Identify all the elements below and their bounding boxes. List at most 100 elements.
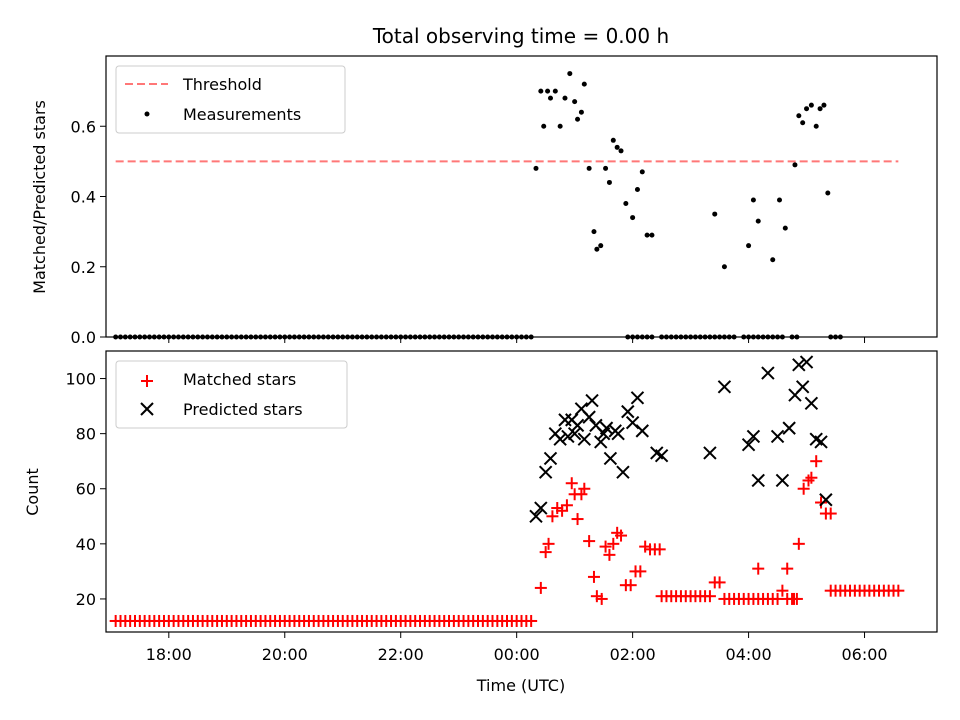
measurement-point xyxy=(538,88,544,94)
measurement-point xyxy=(403,334,409,340)
measurement-point xyxy=(369,334,375,340)
measurement-point xyxy=(349,334,355,340)
measurement-point xyxy=(456,334,462,340)
measurement-point xyxy=(461,334,467,340)
measurement-point xyxy=(817,106,823,112)
measurement-point xyxy=(557,123,563,129)
measurement-point xyxy=(480,334,486,340)
y-tick-label: 80 xyxy=(76,425,96,444)
measurements-legend-label: Measurements xyxy=(183,105,301,124)
measurement-point xyxy=(578,109,584,115)
matched-star-point xyxy=(752,562,765,575)
predicted-star-point xyxy=(594,435,608,449)
predicted-legend-label: Predicted stars xyxy=(183,400,303,419)
predicted-star-point xyxy=(582,410,596,424)
matched-star-point xyxy=(583,535,596,548)
matched-star-point xyxy=(713,576,726,589)
matched-star-point xyxy=(776,584,789,597)
measurement-point xyxy=(446,334,452,340)
measurement-point xyxy=(354,334,360,340)
measurement-point xyxy=(741,334,747,340)
predicted-star-point xyxy=(746,429,761,444)
predicted-legend-marker xyxy=(140,402,154,416)
measurement-point xyxy=(614,144,620,150)
measurement-point xyxy=(567,71,573,77)
measurement-point xyxy=(618,148,624,154)
predicted-star-point xyxy=(567,426,582,441)
measurement-point xyxy=(789,334,795,340)
bottom-points-layer xyxy=(109,355,905,627)
measurement-point xyxy=(504,334,510,340)
measurement-point xyxy=(639,334,645,340)
measurement-point xyxy=(214,334,220,340)
measurement-point xyxy=(760,334,766,340)
measurement-point xyxy=(644,232,650,238)
measurement-point xyxy=(262,334,268,340)
measurement-point xyxy=(776,197,782,203)
measurement-point xyxy=(808,102,814,108)
measurement-point xyxy=(800,120,806,126)
measurement-point xyxy=(359,334,365,340)
measurement-point xyxy=(151,334,157,340)
predicted-star-point xyxy=(703,446,717,460)
measurement-point xyxy=(436,334,442,340)
x-tick-label: 02:00 xyxy=(610,645,656,664)
predicted-star-point xyxy=(616,465,630,479)
measurement-point xyxy=(804,106,810,112)
threshold-legend-label: Threshold xyxy=(182,75,262,94)
measurement-point xyxy=(721,334,727,340)
measurement-point xyxy=(117,334,123,340)
predicted-star-point xyxy=(782,421,796,435)
measurement-point xyxy=(821,102,827,108)
predicted-star-point xyxy=(570,418,585,433)
predicted-star-point xyxy=(577,432,592,446)
predicted-star-point xyxy=(819,493,833,507)
measurement-point xyxy=(127,334,133,340)
measurement-point xyxy=(320,334,326,340)
bottom-xticks: 18:00 20:00 22:00 00:00 02:00 04:00 06:00 xyxy=(146,632,888,664)
measurement-point xyxy=(190,334,196,340)
measurement-point xyxy=(731,334,737,340)
matched-legend-marker xyxy=(141,375,153,387)
measurement-point xyxy=(663,334,669,340)
measurement-point xyxy=(335,334,341,340)
measurement-point xyxy=(552,88,558,94)
predicted-star-point xyxy=(804,396,819,411)
x-tick-label: 04:00 xyxy=(726,645,772,664)
measurement-point xyxy=(659,334,665,340)
predicted-star-point xyxy=(770,429,785,444)
measurement-point xyxy=(623,201,629,207)
measurement-point xyxy=(726,334,732,340)
measurement-point xyxy=(219,334,225,340)
measurement-point xyxy=(702,334,708,340)
bottom-yticks: 20 40 60 80 100 xyxy=(65,370,106,609)
matched-star-point xyxy=(615,529,628,542)
predicted-star-point xyxy=(543,451,558,466)
top-y-axis-label: Matched/Predicted stars xyxy=(30,100,49,294)
measurement-point xyxy=(287,334,293,340)
measurement-point xyxy=(233,334,239,340)
measurement-point xyxy=(146,334,152,340)
predicted-star-point xyxy=(741,437,756,452)
measurement-point xyxy=(258,334,264,340)
measurement-point xyxy=(301,334,307,340)
measurement-point xyxy=(792,162,798,168)
matched-star-point xyxy=(792,537,805,550)
predicted-star-point xyxy=(795,380,810,394)
x-tick-label: 00:00 xyxy=(494,645,540,664)
measurement-point xyxy=(364,334,370,340)
measurement-point xyxy=(717,334,723,340)
predicted-star-point xyxy=(792,358,806,372)
predicted-star-point xyxy=(717,380,732,394)
measurement-point xyxy=(291,334,297,340)
measurement-point xyxy=(185,334,191,340)
measurement-point xyxy=(238,334,244,340)
matched-star-point xyxy=(525,614,538,627)
measurement-point xyxy=(833,334,839,340)
measurement-point xyxy=(779,334,785,340)
measurement-point xyxy=(683,334,689,340)
measurement-point xyxy=(451,334,457,340)
measurement-point xyxy=(412,334,418,340)
measurement-point xyxy=(243,334,249,340)
measurement-point xyxy=(175,334,181,340)
